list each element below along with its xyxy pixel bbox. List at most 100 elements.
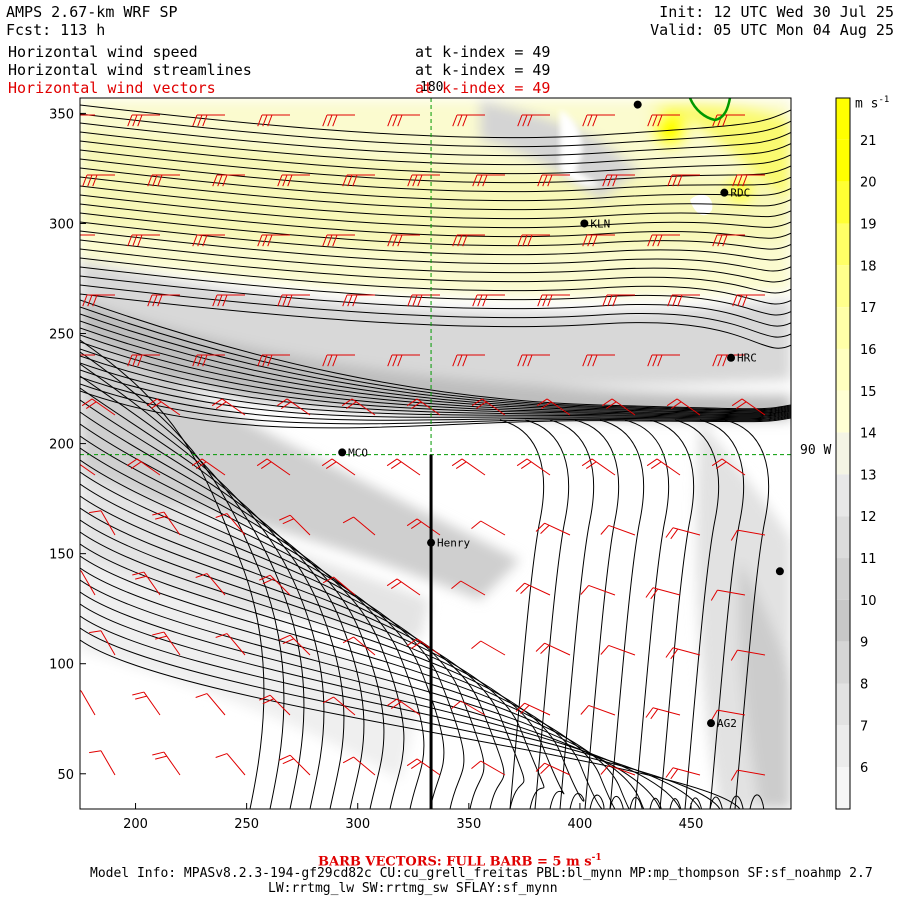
wind-barb <box>342 756 376 776</box>
wind-barb <box>127 354 160 367</box>
wind-barb <box>82 174 115 187</box>
station-marker <box>707 719 716 728</box>
wind-barb <box>386 458 421 476</box>
streamline <box>624 419 670 809</box>
wind-barb <box>537 294 570 307</box>
streamline <box>80 362 791 419</box>
wind-barb <box>646 458 681 476</box>
wind-barb <box>211 398 246 416</box>
wind-barb <box>80 570 96 596</box>
wind-barb <box>386 578 421 596</box>
colorbar-swatch <box>836 181 850 224</box>
wind-barb <box>471 760 506 776</box>
streamline <box>80 399 365 809</box>
station-label: KLN <box>590 217 610 230</box>
wind-barb <box>647 234 680 247</box>
field-level-speed: at k-index = 49 <box>415 43 551 61</box>
streamline <box>80 363 305 809</box>
wind-barb <box>342 516 376 536</box>
y-axis: 50 100 150 200 250 300 350 <box>49 107 86 783</box>
streamline <box>80 293 791 349</box>
wind-barb <box>80 114 95 116</box>
streamline <box>80 639 765 809</box>
wind-barb <box>515 702 551 716</box>
meridian-top-label: 180 <box>420 80 444 95</box>
wind-barb <box>665 767 701 780</box>
wind-barb <box>147 294 180 307</box>
wind-barb <box>257 354 290 367</box>
colorbar-swatch <box>836 474 850 517</box>
streamline <box>80 158 791 193</box>
wind-barb <box>710 589 746 601</box>
wind-barb <box>665 527 701 540</box>
colorbar-label: 16 <box>860 343 877 358</box>
colorbar-swatch <box>836 683 850 726</box>
colorbar-swatch <box>836 641 850 684</box>
init-time: Init: 12 UTC Wed 30 Jul 25 <box>659 3 894 21</box>
wind-barb <box>195 573 226 596</box>
colorbar-frame <box>835 97 851 810</box>
wind-barb <box>602 174 635 187</box>
streamline <box>499 419 545 809</box>
colorbar-swatch <box>836 265 850 308</box>
wind-barb <box>645 707 681 720</box>
y-tick-label: 200 <box>49 438 74 453</box>
wind-barb <box>259 694 291 716</box>
wind-barb <box>322 234 355 247</box>
wind-barb <box>600 644 636 656</box>
colorbar-swatch <box>836 139 850 182</box>
colorbar: 21 20 19 18 17 16 15 14 13 12 11 10 9 8 7 6 <box>835 97 877 810</box>
wind-streamlines <box>80 104 791 809</box>
streamline <box>80 507 545 809</box>
colorbar-label: 19 <box>860 217 877 232</box>
wind-barb <box>89 630 116 656</box>
wind-barb <box>152 511 181 536</box>
wind-barb <box>256 458 291 476</box>
colorbar-swatch <box>836 390 850 433</box>
colorbar-label: 7 <box>860 719 868 734</box>
wind-barb <box>342 174 375 187</box>
wind-barb <box>582 354 615 367</box>
y-tick-label: 300 <box>49 217 74 232</box>
streamline <box>80 248 791 294</box>
wind-barb <box>192 114 225 127</box>
wind-barb <box>471 398 506 416</box>
x-tick-label: 400 <box>568 817 593 832</box>
streamline <box>80 239 791 283</box>
streamline <box>80 306 791 411</box>
y-tick-label: 100 <box>49 658 74 673</box>
streamline <box>80 185 791 220</box>
colorbar-label: 6 <box>860 761 868 776</box>
point-marker <box>775 567 784 576</box>
wind-barb <box>666 398 701 416</box>
wind-barb <box>600 764 636 776</box>
colorbar-swatch <box>836 348 850 391</box>
wind-barb <box>667 294 700 307</box>
wind-barb <box>82 294 115 307</box>
wind-barb <box>407 174 440 187</box>
wind-barb <box>322 114 355 127</box>
wind-barb <box>730 649 766 661</box>
streamline <box>80 591 682 809</box>
streamline <box>80 113 791 148</box>
wind-barb <box>517 354 550 367</box>
wind-barb <box>647 114 680 127</box>
wind-barb <box>127 234 160 247</box>
colorbar-swatch <box>836 432 850 475</box>
streamline <box>80 275 791 327</box>
streamline <box>80 390 791 429</box>
wind-barb <box>645 587 681 600</box>
wind-barb <box>406 638 441 656</box>
wind-barb <box>215 633 246 656</box>
streamline <box>80 266 791 316</box>
wind-barb <box>451 580 486 596</box>
colorbar-label: 18 <box>860 259 877 274</box>
colorbar-label: 20 <box>860 176 877 191</box>
model-info-physics: LW:rrtmg_lw SW:rrtmg_sw SFLAY:sf_mynn <box>268 881 558 896</box>
wind-barb <box>535 762 571 776</box>
streamline <box>80 203 791 239</box>
wind-barb <box>342 636 376 656</box>
wind-barb <box>647 354 680 367</box>
